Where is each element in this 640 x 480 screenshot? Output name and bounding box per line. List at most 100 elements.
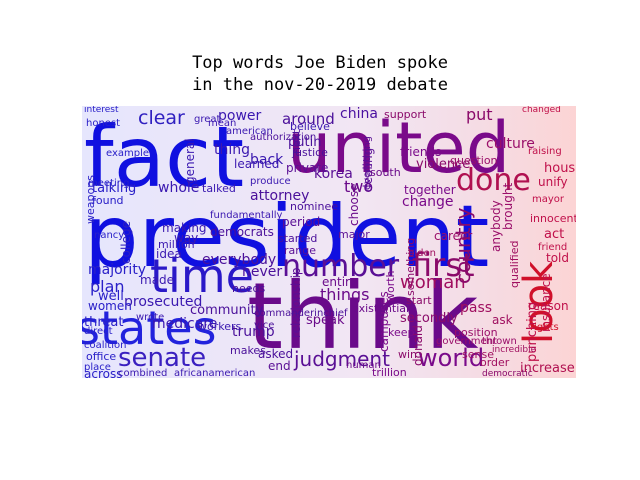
cloud-word: relationship bbox=[289, 267, 303, 338]
cloud-word: women bbox=[88, 299, 132, 313]
cloud-word: anybody bbox=[489, 200, 503, 252]
cloud-word: example bbox=[106, 148, 149, 159]
cloud-background bbox=[82, 106, 576, 378]
cloud-word: office bbox=[86, 350, 116, 363]
cloud-word: everything bbox=[362, 136, 373, 190]
cloud-word: career bbox=[434, 229, 472, 243]
cloud-word: incredible bbox=[492, 345, 537, 355]
cloud-word: fact bbox=[84, 108, 244, 206]
cloud-word: range bbox=[284, 244, 316, 257]
cloud-word: south bbox=[370, 166, 401, 179]
cloud-word: time bbox=[150, 249, 254, 303]
cloud-word: great bbox=[194, 114, 221, 125]
cloud-word: president bbox=[84, 187, 489, 287]
cloud-word: putin bbox=[288, 135, 321, 150]
cloud-word: trillion bbox=[372, 366, 407, 378]
cloud-word: told bbox=[546, 251, 569, 265]
cloud-word: increase bbox=[520, 361, 575, 376]
cloud-word: things bbox=[320, 285, 370, 304]
cloud-word: mayor bbox=[532, 194, 565, 205]
cloud-word: woman bbox=[400, 272, 466, 293]
cloud-word: number bbox=[282, 249, 400, 284]
cloud-word: world bbox=[418, 344, 484, 372]
cloud-word: friends bbox=[400, 145, 441, 159]
cloud-word: friend bbox=[538, 242, 567, 253]
cloud-word: two bbox=[344, 177, 373, 196]
cloud-word: started bbox=[278, 232, 317, 245]
cloud-word: government bbox=[436, 336, 497, 347]
cloud-word: entire bbox=[322, 275, 357, 289]
cloud-word: american bbox=[226, 126, 273, 137]
cloud-word: period bbox=[282, 215, 320, 229]
cloud-word: violence bbox=[416, 157, 470, 172]
cloud-word: korea bbox=[314, 166, 353, 182]
cloud-word: senate bbox=[118, 343, 206, 373]
cloud-word: asked bbox=[258, 347, 293, 361]
figure-title: Top words Joe Biden spoke in the nov-20-… bbox=[0, 52, 640, 96]
cloud-word: talking bbox=[92, 181, 136, 196]
cloud-word: needs bbox=[232, 282, 265, 295]
cloud-word: back bbox=[250, 152, 284, 168]
cloud-word: talked bbox=[202, 182, 236, 195]
cloud-word: vice bbox=[254, 320, 274, 331]
cloud-word: support bbox=[384, 108, 427, 121]
cloud-word: think bbox=[247, 263, 479, 370]
cloud-word: together bbox=[404, 183, 456, 197]
cloud-word: never bbox=[242, 264, 282, 280]
cloud-word: nominee bbox=[290, 200, 338, 213]
cloud-word: trump bbox=[232, 324, 275, 340]
cloud-word: whole bbox=[158, 180, 199, 196]
cloud-word: mean bbox=[208, 118, 236, 129]
cloud-word: well bbox=[98, 289, 124, 304]
cloud-word: something bbox=[404, 238, 417, 296]
cloud-word: donald bbox=[411, 325, 425, 366]
cloud-word: interest bbox=[84, 106, 119, 115]
cloud-word: weapons bbox=[84, 175, 97, 224]
cloud-word: pass bbox=[460, 300, 492, 316]
cloud-word: coalition bbox=[84, 340, 126, 351]
cloud-word: fundamentally bbox=[210, 210, 283, 221]
cloud-word: start bbox=[406, 294, 432, 307]
cloud-word: justice bbox=[291, 146, 328, 159]
cloud-word: made bbox=[140, 273, 174, 287]
cloud-word: human bbox=[346, 360, 381, 371]
cloud-word: everybody bbox=[202, 252, 276, 268]
cloud-word: existential bbox=[352, 302, 409, 315]
cloud-word: sense bbox=[462, 348, 494, 361]
cloud-word: act bbox=[544, 227, 564, 242]
title-line-2: in the nov-20-2019 debate bbox=[192, 75, 448, 95]
cloud-word: change bbox=[402, 194, 454, 210]
cloud-word: africanamerican bbox=[174, 368, 255, 378]
cloud-word: punching bbox=[525, 302, 540, 362]
cloud-word: clear bbox=[138, 107, 185, 129]
cloud-word: authorization bbox=[250, 132, 316, 143]
cloud-word: win bbox=[398, 348, 417, 361]
cloud-word: question bbox=[450, 154, 498, 167]
cloud-word: place bbox=[84, 362, 111, 373]
cloud-word: house bbox=[544, 161, 576, 176]
cloud-word: speak bbox=[306, 313, 345, 328]
cloud-word: threat bbox=[84, 315, 123, 330]
cloud-word: major bbox=[338, 228, 370, 241]
cloud-word: combined bbox=[118, 368, 167, 378]
cloud-word: direct bbox=[84, 326, 113, 337]
cloud-word: qualified bbox=[508, 241, 521, 289]
cloud-word: look bbox=[516, 260, 562, 344]
cloud-word: private bbox=[286, 161, 328, 175]
cloud-word: thing bbox=[214, 142, 250, 158]
cloud-word: reason bbox=[528, 299, 569, 313]
cloud-word: campuses bbox=[377, 291, 391, 352]
cloud-word: first bbox=[412, 246, 475, 284]
cloud-word: done bbox=[456, 163, 531, 198]
cloud-word: order bbox=[480, 356, 510, 369]
cloud-word: ask bbox=[492, 313, 513, 327]
cloud-word: put bbox=[466, 106, 493, 124]
cloud-word: learned bbox=[234, 157, 279, 171]
cloud-word: states bbox=[82, 301, 217, 355]
cloud-word: meeting bbox=[88, 178, 129, 189]
cloud-word: position bbox=[454, 326, 498, 339]
cloud-word: medicare bbox=[152, 316, 217, 332]
cloud-word: nancy bbox=[94, 230, 124, 241]
cloud-word: next bbox=[290, 129, 303, 154]
